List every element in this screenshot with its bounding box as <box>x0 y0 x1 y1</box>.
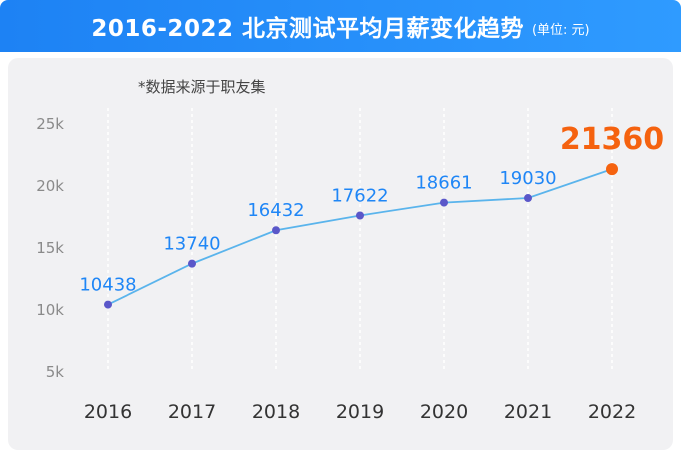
highlight-point <box>606 163 618 176</box>
data-label: 16432 <box>247 200 304 221</box>
data-point <box>272 226 280 235</box>
x-tick-label: 2019 <box>336 401 384 423</box>
data-point <box>440 198 448 207</box>
unit-note: (单位: 元) <box>531 22 590 38</box>
data-point <box>188 259 196 268</box>
chart-title: 2016-2022 北京测试平均月薪变化趋势 <box>91 16 524 42</box>
x-tick-label: 2017 <box>168 401 216 423</box>
x-tick-label: 2022 <box>588 401 636 423</box>
data-label: 10438 <box>79 275 136 296</box>
x-tick-label: 2018 <box>252 401 300 423</box>
data-point <box>356 211 364 220</box>
x-tick-label: 2020 <box>420 401 468 423</box>
x-tick-label: 2016 <box>84 401 132 423</box>
data-label: 19030 <box>499 168 556 189</box>
y-tick-label: 15k <box>36 239 64 257</box>
highlight-data-label: 21360 <box>560 122 664 157</box>
x-tick-label: 2021 <box>504 401 552 423</box>
source-note: *数据来源于职友集 <box>138 78 266 96</box>
data-point <box>524 194 532 203</box>
chart-card <box>8 58 673 450</box>
data-label: 18661 <box>415 173 472 194</box>
y-tick-label: 5k <box>46 363 65 381</box>
data-label: 13740 <box>163 234 220 255</box>
y-tick-label: 10k <box>36 301 64 319</box>
data-point <box>104 300 112 309</box>
y-tick-label: 25k <box>36 115 64 133</box>
data-label: 17622 <box>331 185 388 206</box>
chart-header: 2016-2022 北京测试平均月薪变化趋势 (单位: 元) <box>0 0 681 52</box>
y-tick-label: 20k <box>36 177 64 195</box>
